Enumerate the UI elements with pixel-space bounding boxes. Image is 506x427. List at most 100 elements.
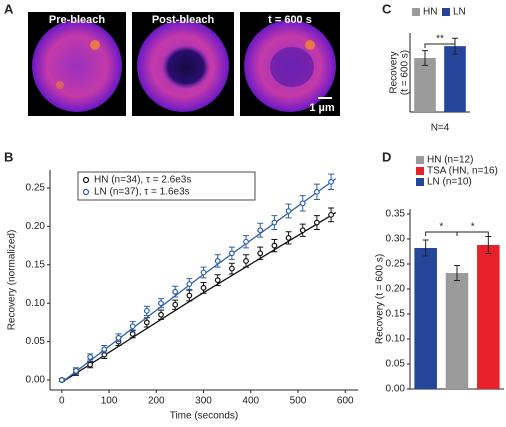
data-point [143,319,150,326]
legend-label: HN (n=12) [427,155,473,166]
y-tick-label: 0.25 [386,259,406,270]
data-point [172,288,179,295]
error-bar [422,239,429,257]
legend-label: HN [423,7,437,18]
data-point [228,250,235,257]
legend-label: TSA (HN, n=16) [427,166,498,177]
y-axis-label: Recovery (t = 600 s) [375,254,386,344]
panel-label: A [4,1,14,16]
micrograph: Pre-bleach [28,12,126,116]
data-point [285,208,292,214]
micrograph: t = 600 s 1 µm [240,12,340,116]
legend-swatch [412,8,420,16]
legend-marker [82,188,90,196]
data-point [257,227,264,234]
legend-swatch [416,167,424,175]
data-point [257,250,264,257]
x-tick-label: 0 [59,396,65,407]
data-point [186,292,193,299]
data-point [158,311,164,318]
data-point [214,258,221,264]
x-axis-label: Time (seconds) [170,411,239,422]
y-tick-label: 0.05 [386,359,406,370]
data-point [73,367,79,374]
significance-label: ** [436,34,444,45]
y-tick-label: 0.15 [26,259,46,270]
y-tick-label: 0.10 [386,334,406,345]
data-point [243,258,249,264]
data-point [129,331,136,337]
data-point [58,377,65,383]
data-point [115,334,122,341]
data-point [143,307,150,314]
data-point [299,227,306,234]
y-tick-label: 0.20 [386,284,406,295]
bar [414,248,437,389]
error-bar [454,265,460,281]
data-point [314,188,320,195]
x-tick-label: 500 [290,396,307,407]
legend-box [77,171,256,201]
data-point [129,323,136,330]
y-tick-label: 0.00 [386,384,406,395]
image-label: Pre-bleach [49,14,106,26]
data-point [271,242,278,249]
significance-label: * [439,222,443,233]
legend-label: LN (n=10) [427,177,472,188]
x-tick-label: 300 [195,396,212,407]
data-point [87,354,94,360]
bar [445,273,469,389]
significance-bracket [456,231,489,236]
image-label: Post-bleach [152,14,215,26]
data-point [200,269,207,276]
significance-label: * [471,222,475,233]
legend-swatch [416,178,424,186]
panel-label: C [382,1,392,16]
significance-bracket [424,43,456,48]
legend-label: LN (n=37), τ = 1.6e3s [94,187,190,198]
y-tick-label: 0.00 [26,375,46,386]
x-tick-label: 600 [337,396,354,407]
data-point [299,200,306,207]
data-point [158,300,164,307]
error-bar [485,236,492,254]
legend-label: HN (n=34), τ = 2.6e3s [94,175,191,186]
x-tick-label: 100 [101,396,118,407]
y-tick-label: 0.10 [26,298,46,309]
y-tick-label: 0.20 [26,221,46,232]
bar [444,46,466,112]
y-tick-label: 0.15 [386,309,406,320]
data-point [101,346,108,353]
y-tick-label: 0.30 [386,234,406,245]
y-axis-label: (t = 600 s) [400,50,411,95]
panel-label: B [4,149,13,164]
bar [414,58,436,112]
legend-swatch [442,8,450,16]
data-point [214,277,221,284]
data-point [328,211,334,218]
x-tick-label: 400 [242,396,259,407]
x-axis-label: N=4 [431,123,450,134]
y-tick-label: 0.05 [26,336,46,347]
data-point [271,219,278,226]
data-point [314,219,320,226]
x-tick-label: 200 [148,396,165,407]
y-tick-label: 0.35 [386,209,406,220]
data-point [285,235,292,241]
data-point [87,361,94,368]
legend-swatch [416,156,424,164]
image-label: t = 600 s [268,14,312,26]
data-point [186,281,193,287]
y-axis-label: Recovery [389,51,400,93]
data-point [200,284,207,291]
legend-marker [82,176,90,184]
bar [477,245,500,389]
data-point [328,178,334,185]
scale-label: 1 µm [309,102,335,114]
error-bar [422,50,428,66]
data-point [228,265,235,272]
panel-label: D [382,149,391,164]
legend-label: LN [453,7,466,18]
y-axis-label: Recovery (normalized) [7,230,18,331]
data-point [243,238,249,245]
